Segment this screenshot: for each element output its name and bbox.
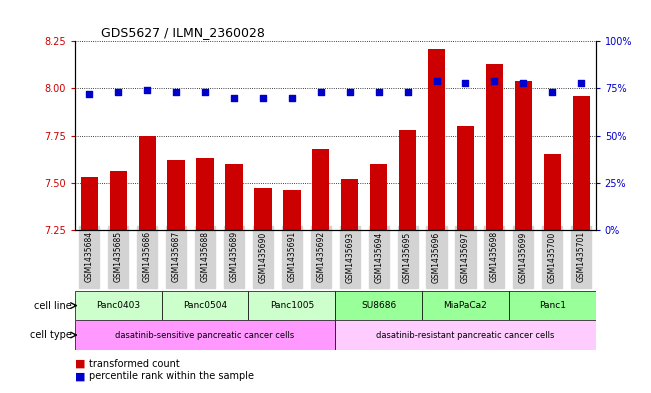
Text: GDS5627 / ILMN_2360028: GDS5627 / ILMN_2360028 xyxy=(101,26,265,39)
Point xyxy=(374,89,384,95)
Bar xyxy=(428,49,445,230)
Bar xyxy=(370,164,387,230)
Text: Panc0403: Panc0403 xyxy=(96,301,141,310)
Text: Panc0504: Panc0504 xyxy=(183,301,227,310)
Text: ■: ■ xyxy=(75,371,85,382)
Bar xyxy=(515,81,532,230)
Bar xyxy=(139,136,156,230)
Text: dasatinib-sensitive pancreatic cancer cells: dasatinib-sensitive pancreatic cancer ce… xyxy=(115,331,295,340)
Text: Panc1: Panc1 xyxy=(539,301,566,310)
Bar xyxy=(509,291,596,320)
Bar xyxy=(335,291,422,320)
Text: SU8686: SU8686 xyxy=(361,301,396,310)
Text: cell type: cell type xyxy=(30,330,72,340)
Bar xyxy=(422,291,509,320)
Point xyxy=(576,80,587,86)
Point xyxy=(113,89,124,95)
Point xyxy=(171,89,182,95)
Text: dasatinib-resistant pancreatic cancer cells: dasatinib-resistant pancreatic cancer ce… xyxy=(376,331,555,340)
Bar xyxy=(341,179,359,230)
Bar xyxy=(81,177,98,230)
Point xyxy=(258,95,268,101)
Text: MiaPaCa2: MiaPaCa2 xyxy=(443,301,488,310)
Bar xyxy=(486,64,503,230)
Bar xyxy=(75,320,335,350)
Point xyxy=(460,80,471,86)
Text: cell line: cell line xyxy=(34,301,72,310)
Text: Panc1005: Panc1005 xyxy=(270,301,314,310)
Point xyxy=(344,89,355,95)
Point xyxy=(200,89,210,95)
Bar xyxy=(255,188,271,230)
Point xyxy=(547,89,557,95)
Bar xyxy=(572,96,590,230)
Text: percentile rank within the sample: percentile rank within the sample xyxy=(89,371,254,382)
Bar xyxy=(249,291,335,320)
Point xyxy=(489,78,499,84)
Bar xyxy=(161,291,249,320)
Bar xyxy=(283,190,301,230)
Bar xyxy=(167,160,185,230)
Bar xyxy=(457,126,474,230)
Text: transformed count: transformed count xyxy=(89,358,180,369)
Point xyxy=(286,95,297,101)
Bar xyxy=(312,149,329,230)
Bar xyxy=(544,154,561,230)
Bar xyxy=(109,171,127,230)
Bar xyxy=(335,320,596,350)
Point xyxy=(229,95,239,101)
Point xyxy=(84,91,94,97)
Point xyxy=(518,80,529,86)
Point xyxy=(142,87,152,94)
Bar xyxy=(75,291,161,320)
Point xyxy=(402,89,413,95)
Bar xyxy=(225,164,243,230)
Text: ■: ■ xyxy=(75,358,85,369)
Bar xyxy=(197,158,214,230)
Bar xyxy=(399,130,416,230)
Point xyxy=(316,89,326,95)
Point xyxy=(432,78,442,84)
